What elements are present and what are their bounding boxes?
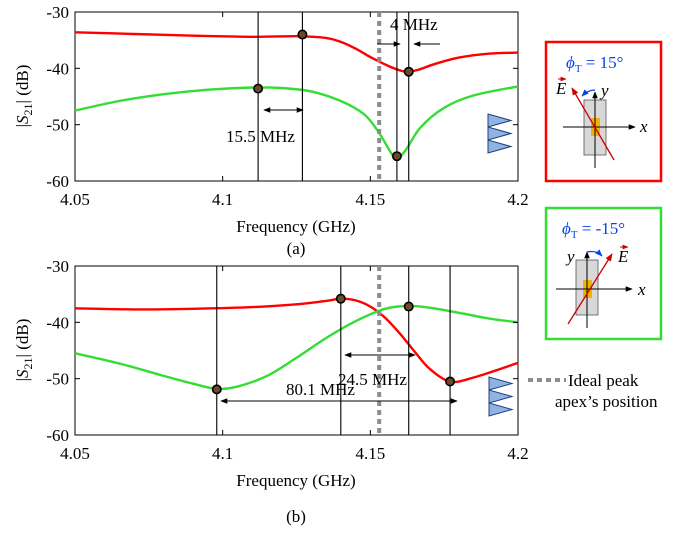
triangle-stack-icon [487,113,513,154]
annotation-80-1-mhz: 80.1 MHz [286,380,355,399]
x-tick-label: 4.2 [507,444,528,463]
x-tick-label: 4.1 [212,444,233,463]
panel-b: 4.05 4.1 4.15 4.2 -60 -50 -40 -30 24.5 MHz 80.1… [13,257,529,526]
y-tick-label: -40 [46,59,69,78]
annotation-15-5-mhz: 15.5 MHz [226,127,295,146]
series-red-line [74,297,519,384]
panel-a-marker-lines [257,12,410,181]
panel-b-markers [211,293,456,395]
y-tick-label: -60 [46,426,69,445]
inset-2-frame [544,206,663,341]
panel-a-curves [74,31,519,160]
inset-2-E-label: E [617,247,629,266]
inset-2-y-label: y [565,247,575,266]
series-red-line [74,31,519,73]
marker-point-1 [253,83,264,94]
x-tick-label: 4.1 [212,190,233,209]
marker-point-4 [445,376,456,387]
y-tick-label: -30 [46,3,69,22]
panel-a-frame [74,11,519,182]
annotation-24-5-mhz: 24.5 MHz [338,370,407,389]
panel-b-frame [74,265,519,436]
panel-b-ylabel: |S21| (dB) [13,319,35,382]
inset-2-phi-label: ϕT = -15° [562,219,625,241]
marker-point-3 [403,301,414,312]
panel-b-xlabel: Frequency (GHz) [236,471,355,490]
panel-b-ticks: 4.05 4.1 4.15 4.2 -60 -50 -40 -30 [46,257,528,463]
y-tick-label: -50 [46,116,69,135]
inset-phi-15: ϕT = 15° x y E [544,40,663,183]
legend-ideal-line: Ideal peak apex’s position [528,371,658,411]
inset-2-angle-arc [586,249,603,257]
y-tick-label: -60 [46,172,69,191]
inset-1-E-vector [571,87,615,161]
x-tick-label: 4.05 [60,444,90,463]
y-tick-label: -30 [46,257,69,276]
legend-ideal-text-1: Ideal peak [568,371,639,390]
panel-a-ticks: 4.05 4.1 4.15 4.2 -60 -50 -40 -30 [46,3,528,209]
marker-point-2 [335,293,346,304]
panel-a-ylabel: |S21| (dB) [13,65,35,128]
x-tick-label: 4.15 [355,444,385,463]
legend-ideal-text-2: apex’s position [555,392,658,411]
marker-point-4 [403,66,414,77]
x-tick-label: 4.15 [355,190,385,209]
inset-1-E-label: E [555,79,567,98]
panel-b-curves [74,297,519,391]
marker-point-1 [211,384,222,395]
marker-point-2 [297,29,308,40]
inset-1-x-label: x [639,117,648,136]
annotation-4-mhz: 4 MHz [390,15,438,34]
panel-a-xlabel: Frequency (GHz) [236,217,355,236]
inset-1-y-label: y [599,81,609,100]
panel-b-marker-lines [216,266,451,435]
inset-1-angle-arc [581,89,596,97]
x-tick-label: 4.2 [507,190,528,209]
inset-2-E-vector [567,253,613,325]
y-tick-label: -40 [46,313,69,332]
panel-b-label: (b) [286,507,306,526]
panel-a-markers [253,29,414,162]
y-tick-label: -50 [46,370,69,389]
inset-1-phi-label: ϕT = 15° [566,53,623,75]
series-green-line [74,304,519,391]
marker-point-3 [391,151,402,162]
inset-2-x-label: x [637,280,646,299]
panel-a: 4.05 4.1 4.15 4.2 -60 -50 -40 -30 15.5 MHz 4 MH… [13,3,529,258]
triangle-stack-icon [488,376,514,417]
x-tick-label: 4.05 [60,190,90,209]
panel-a-label: (a) [287,239,306,258]
series-green-line [74,85,519,160]
inset-phi-minus-15: ϕT = -15° x y E [544,206,663,341]
